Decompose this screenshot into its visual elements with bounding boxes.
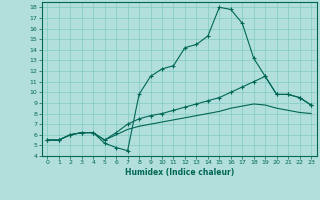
X-axis label: Humidex (Indice chaleur): Humidex (Indice chaleur) [124,168,234,177]
